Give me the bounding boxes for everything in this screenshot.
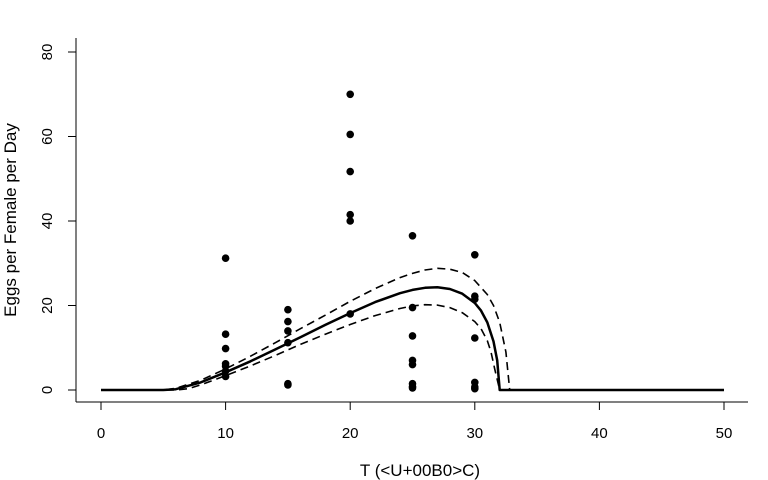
data-point	[221, 344, 230, 353]
data-point	[221, 254, 230, 262]
data-point	[284, 305, 292, 314]
y-tick-label: 0	[39, 386, 56, 394]
data-point	[471, 334, 479, 342]
data-point	[408, 232, 417, 240]
data-point	[346, 310, 355, 318]
data-point	[346, 210, 355, 219]
y-axis-label: Eggs per Female per Day	[1, 123, 20, 317]
x-ticks: 0 10 20 30 40 50	[97, 402, 733, 442]
x-tick-label: 40	[591, 425, 608, 442]
data-point	[408, 332, 417, 340]
data-point	[471, 295, 479, 304]
data-point	[471, 251, 479, 259]
confidence-band-line-1	[101, 267, 724, 391]
data-point	[284, 338, 292, 347]
confidence-band-line-2	[101, 303, 724, 391]
data-point	[284, 327, 292, 335]
data-point	[221, 372, 230, 381]
y-tick-label: 60	[39, 128, 56, 145]
y-tick-label: 40	[39, 213, 56, 230]
y-ticks: 0 20 40 60 80	[39, 44, 76, 394]
data-point	[346, 217, 355, 225]
data-point	[471, 384, 479, 393]
data-point	[221, 330, 230, 339]
x-tick-label: 50	[716, 425, 733, 442]
axes-frame	[75, 38, 748, 403]
x-tick-label: 0	[97, 425, 105, 442]
data-points	[221, 90, 479, 393]
fitted-curves	[101, 267, 724, 392]
data-point	[346, 167, 355, 176]
y-tick-label: 20	[39, 297, 56, 314]
data-point	[221, 367, 230, 375]
data-point	[284, 381, 292, 389]
x-axis-label: T (<U+00B0>C)	[360, 461, 480, 480]
data-point	[346, 130, 355, 139]
x-tick-label: 10	[217, 425, 234, 442]
y-tick-label: 80	[39, 44, 56, 61]
x-tick-label: 20	[342, 425, 359, 442]
data-point	[346, 90, 355, 99]
data-point	[408, 384, 417, 392]
data-point	[284, 317, 292, 326]
data-point	[408, 360, 417, 369]
data-point	[408, 303, 417, 312]
x-tick-label: 30	[466, 425, 483, 442]
